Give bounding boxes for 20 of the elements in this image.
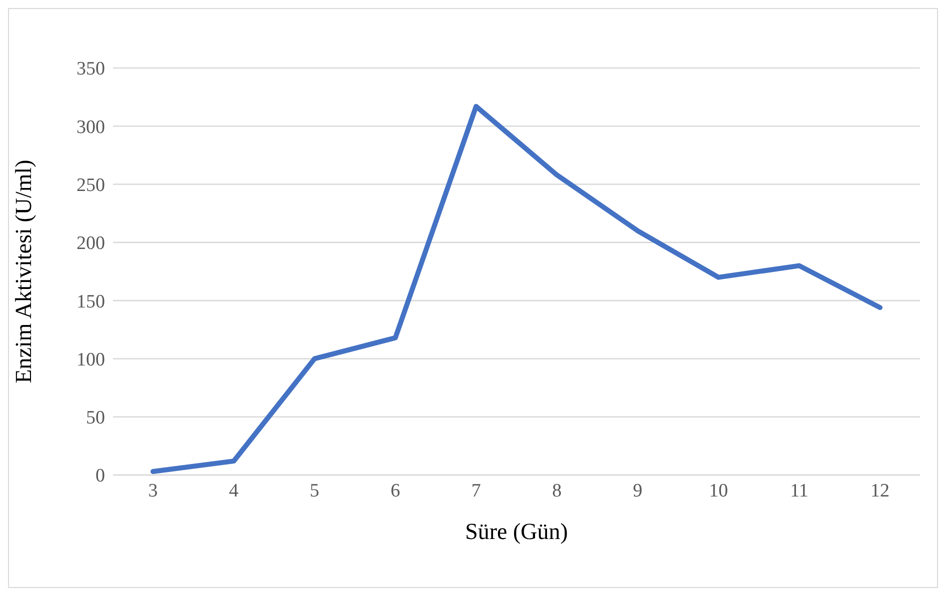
x-tick-label: 3 xyxy=(148,480,158,502)
y-axis-title: Enzim Aktivitesi (U/ml) xyxy=(11,160,36,384)
y-tick-label: 150 xyxy=(76,291,105,312)
x-tick-label: 4 xyxy=(229,480,240,502)
x-tick-label: 8 xyxy=(552,480,562,502)
y-tick-label: 0 xyxy=(96,466,105,487)
y-tick-label: 100 xyxy=(76,349,105,370)
y-tick-label: 250 xyxy=(76,175,105,196)
x-tick-label: 6 xyxy=(390,480,400,502)
y-tick-label: 50 xyxy=(86,408,105,429)
x-tick-label: 11 xyxy=(790,480,808,502)
x-tick-label: 12 xyxy=(870,480,890,502)
y-tick-label: 200 xyxy=(76,233,105,254)
x-axis-title: Süre (Gün) xyxy=(465,519,568,544)
x-tick-label: 10 xyxy=(708,480,728,502)
y-tick-label: 300 xyxy=(76,116,105,138)
x-tick-label: 7 xyxy=(471,480,481,502)
x-tick-label: 5 xyxy=(310,480,320,502)
x-tick-label: 9 xyxy=(632,480,642,502)
y-tick-label: 350 xyxy=(76,58,105,80)
